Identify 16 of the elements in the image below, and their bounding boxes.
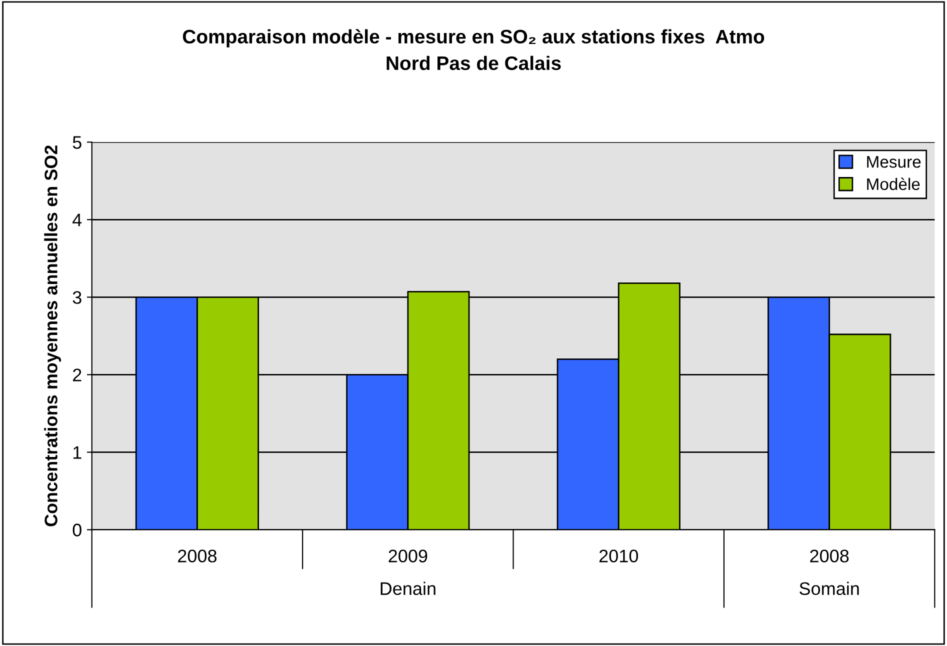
text: Denain (380, 582, 436, 596)
legend-label: Mesure (867, 156, 921, 168)
y-tick-label: 1 (73, 446, 82, 459)
x-tick-label: 2008 (810, 550, 849, 562)
y-tick-label: 5 (72, 136, 82, 149)
y-tick-label: 0 (72, 524, 82, 536)
x-tick-label: 2010 (599, 550, 638, 562)
y-tick-label: 2 (73, 368, 82, 382)
legend-label: Modèle (867, 178, 920, 190)
y-axis-title: Concentrations moyennes annuelles en SO2 (44, 145, 61, 526)
text: Somain (800, 582, 859, 596)
x-tick-label: 2008 (178, 550, 217, 562)
y-tick-label: 3 (72, 291, 82, 304)
chart-title: Comparaison modèle - mesure en SO₂ aux stations fixes Atmo Nord Pas de Calais (182, 29, 764, 70)
x-tick-label: 2009 (388, 550, 428, 562)
y-tick-label: 4 (72, 214, 82, 226)
